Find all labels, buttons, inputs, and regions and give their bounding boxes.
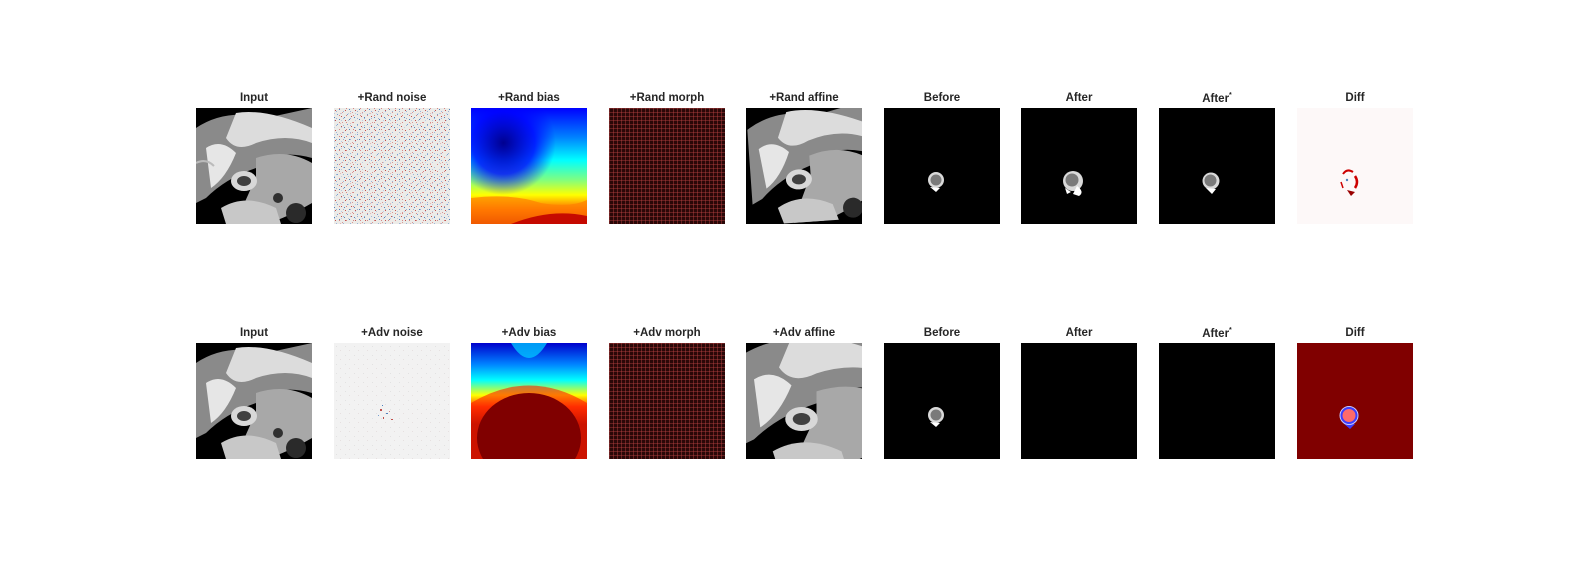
panel-title: Diff	[1345, 327, 1365, 339]
panel-title: After*	[1129, 327, 1305, 340]
panel-title: Before	[923, 92, 961, 104]
panel-after-star: After*	[1159, 88, 1275, 228]
mri-input-image	[196, 343, 312, 459]
panel-title-text: After	[1202, 327, 1230, 340]
panel-title: Diff	[1345, 92, 1365, 104]
mri-affine-image	[746, 343, 862, 459]
panel-rand-bias: +Rand bias	[471, 88, 587, 228]
deformation-grid-image	[609, 108, 725, 224]
segmentation-after-star-image	[1159, 343, 1275, 459]
figure-row-random: Input +Rand noise	[0, 88, 1584, 228]
panel-title: After*	[1129, 92, 1305, 105]
panel-input: Input	[196, 88, 312, 228]
segmentation-after-image	[1021, 108, 1137, 224]
panel-title: +Adv affine	[772, 327, 836, 339]
segmentation-after-star-image	[1159, 108, 1275, 224]
difference-map-image	[1297, 343, 1413, 459]
panel-before: Before	[884, 323, 1000, 463]
panel-adv-affine: +Adv affine	[746, 323, 862, 463]
mri-affine-image	[746, 108, 862, 224]
asterisk-superscript: *	[1229, 92, 1232, 99]
panel-title: +Rand affine	[769, 92, 839, 104]
noise-map-image	[334, 343, 450, 459]
segmentation-before-image	[884, 343, 1000, 459]
panel-title: After	[1065, 327, 1093, 339]
bias-field-image	[471, 108, 587, 224]
panel-before: Before	[884, 88, 1000, 228]
segmentation-before-image	[884, 108, 1000, 224]
panel-input: Input	[196, 323, 312, 463]
panel-diff: Diff	[1297, 88, 1413, 228]
panel-adv-morph: +Adv morph	[609, 323, 725, 463]
panel-after-star: After*	[1159, 323, 1275, 463]
panel-title: +Rand morph	[629, 92, 705, 104]
panel-adv-noise: +Adv noise	[334, 323, 450, 463]
segmentation-after-image	[1021, 343, 1137, 459]
panel-title: +Adv morph	[633, 327, 701, 339]
asterisk-superscript: *	[1229, 327, 1232, 334]
panel-title-text: After	[1202, 92, 1230, 105]
panel-rand-affine: +Rand affine	[746, 88, 862, 228]
panel-rand-morph: +Rand morph	[609, 88, 725, 228]
panel-title: +Adv noise	[361, 327, 423, 339]
panel-title: Input	[239, 327, 269, 339]
panel-title: Before	[923, 327, 961, 339]
panel-diff: Diff	[1297, 323, 1413, 463]
bias-field-image	[471, 343, 587, 459]
deformation-grid-image	[609, 343, 725, 459]
panel-title: +Adv bias	[501, 327, 557, 339]
panel-rand-noise: +Rand noise	[334, 88, 450, 228]
panel-adv-bias: +Adv bias	[471, 323, 587, 463]
mri-input-image	[196, 108, 312, 224]
difference-map-image	[1297, 108, 1413, 224]
panel-after: After	[1021, 323, 1137, 463]
noise-map-image	[334, 108, 450, 224]
panel-after: After	[1021, 88, 1137, 228]
panel-title: Input	[239, 92, 269, 104]
panel-title: +Rand noise	[357, 92, 427, 104]
panel-title: After	[1065, 92, 1093, 104]
figure-row-adversarial: Input +Adv noise	[0, 323, 1584, 463]
panel-title: +Rand bias	[498, 92, 560, 104]
